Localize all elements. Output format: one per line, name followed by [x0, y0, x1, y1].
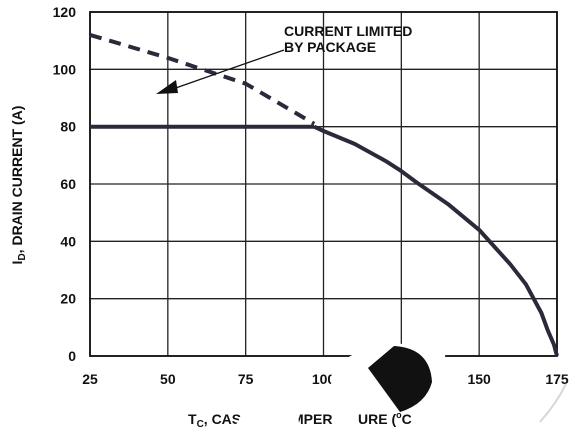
x-tick-label-6: 175: [545, 371, 569, 387]
annotation-line-2: BY PACKAGE: [284, 39, 376, 55]
x-axis-label-fragment-3: C: [402, 411, 412, 427]
annotation-line-1: CURRENT LIMITED: [284, 23, 412, 39]
y-axis-label-sub: D: [17, 253, 28, 260]
y-tick-label-5: 100: [53, 61, 77, 77]
y-axis-label-main: I: [9, 261, 25, 265]
x-axis-label-main: T: [188, 411, 197, 427]
y-axis-label: ID, DRAIN CURRENT (A): [9, 106, 28, 265]
watermark-stroke-right: [539, 383, 567, 423]
watermark-shape-left: [232, 366, 300, 431]
x-axis-label-fragment-2: URE (oC: [358, 410, 412, 427]
y-tick-label-2: 40: [60, 233, 76, 249]
grid: [89, 11, 558, 357]
series: [89, 32, 559, 357]
y-axis-label-rest: , DRAIN CURRENT (A): [9, 106, 25, 254]
x-axis-label-degree: o: [396, 410, 402, 420]
x-axis-label-fragment-1: MPER: [292, 411, 332, 427]
x-tick-label-0: 25: [82, 371, 98, 387]
y-tick-label-6: 120: [53, 4, 77, 20]
annotation-arrowhead: [156, 80, 178, 94]
series-line-2: [313, 124, 559, 357]
x-tick-label-3: 100: [312, 371, 336, 387]
x-tick-label-5: 150: [467, 371, 491, 387]
y-tick-label-1: 20: [60, 291, 76, 307]
x-axis-label-sub: C: [197, 419, 204, 430]
y-tick-label-4: 80: [60, 119, 76, 135]
plot-frame: [89, 11, 558, 357]
series-line-0: [89, 32, 316, 126]
annotation-arrow-line: [169, 49, 285, 91]
x-axis-label-fragment-2-text: URE (: [358, 411, 396, 427]
y-tick-label-3: 60: [60, 176, 76, 192]
x-tick-label-1: 50: [160, 371, 176, 387]
watermark-shape-d: [368, 346, 432, 412]
x-tick-label-2: 75: [238, 371, 254, 387]
tick-labels: 255075100125150175020406080100120: [53, 4, 569, 387]
y-tick-label-0: 0: [68, 348, 76, 364]
